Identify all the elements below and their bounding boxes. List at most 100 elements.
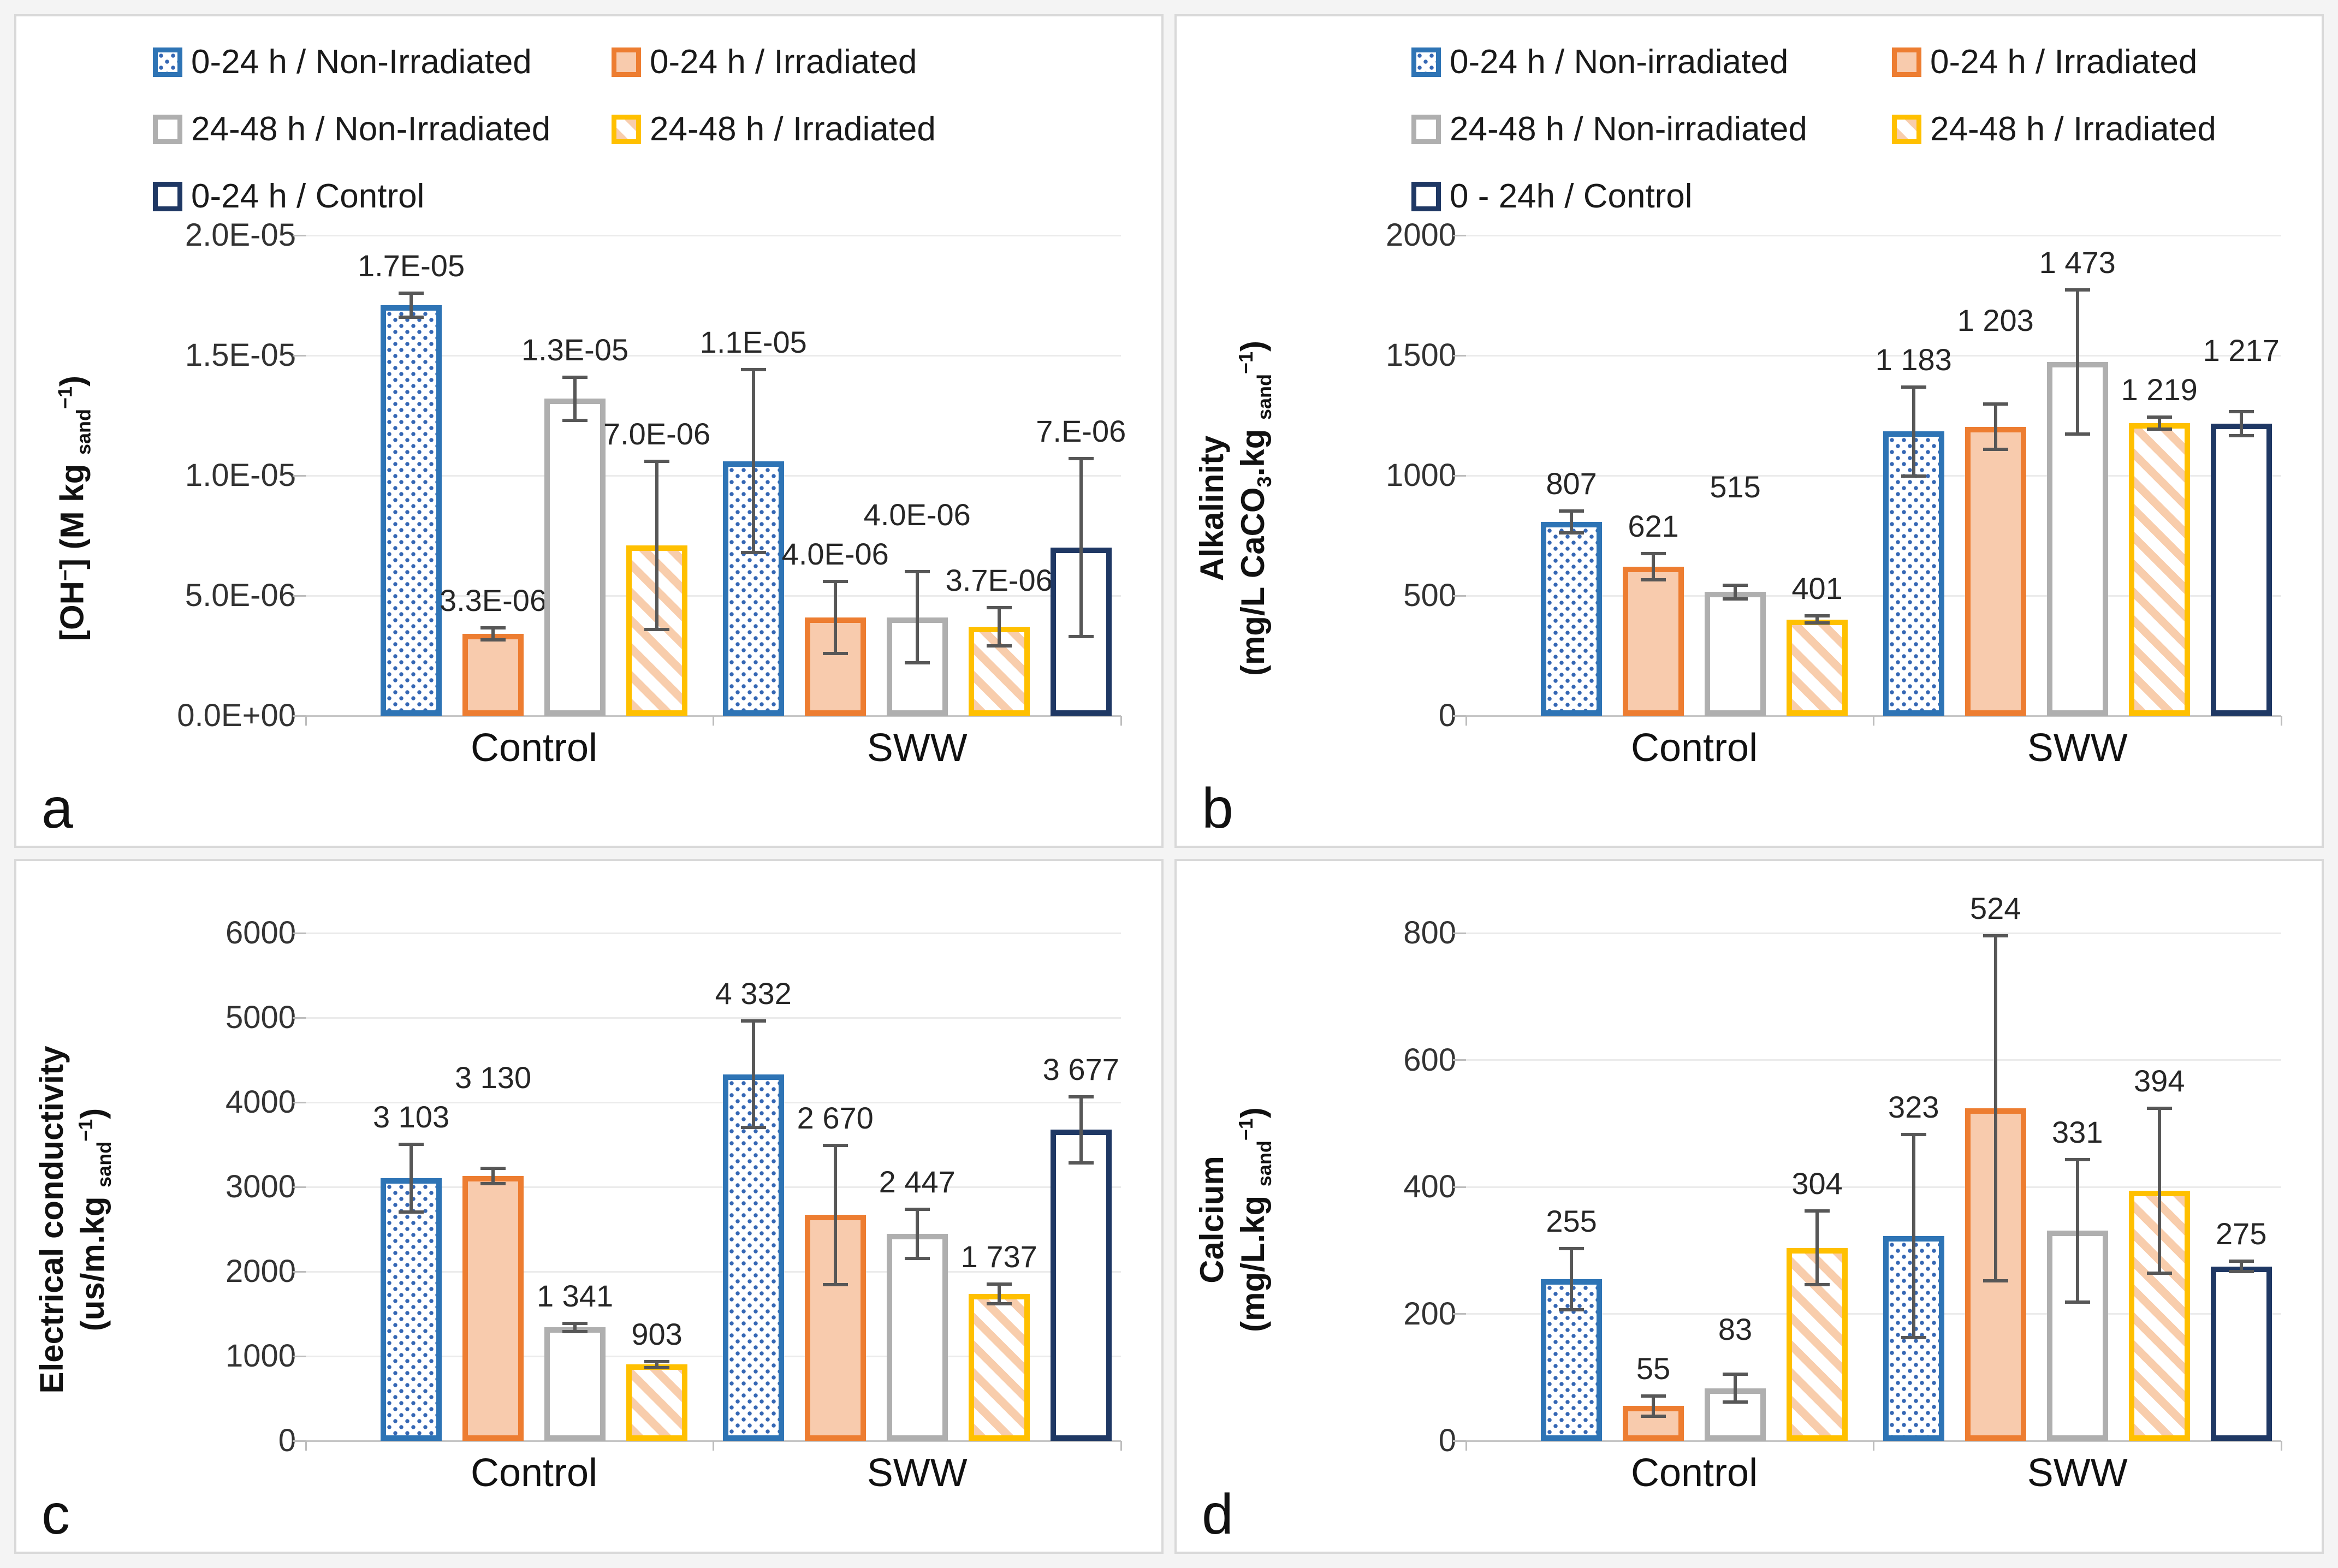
x-axis-labels: Control SWW: [306, 1441, 1121, 1506]
plot-column: 3 103 3 130 1 341 903 4 332 2 670 2 447 1 737 3 …: [293, 932, 1122, 1506]
axis-title-text: Alkalinity: [1194, 435, 1230, 581]
legend: 0-24 h / Non-irradiated 0-24 h / Irradiat…: [1411, 43, 2311, 216]
y-tick-mark: [1453, 595, 1466, 597]
axis-title-text: ] (M kg: [54, 455, 91, 570]
error-bar-line: [1079, 459, 1083, 637]
axis-title-text: −1: [1235, 351, 1257, 375]
y-tick-mark: [1453, 932, 1466, 934]
bar-value-label: 807: [1546, 466, 1597, 501]
error-bar-cap: [986, 644, 1012, 648]
y-tick-label: 600: [1403, 1042, 1456, 1078]
y-axis-title-line: Alkalinity: [1191, 341, 1232, 676]
y-axis-title-text: [OH−] (M kg sand−1): [52, 376, 96, 641]
plot-area: 807 621 515 401 1 183 1 203 1 473 1 219 1 217: [1453, 234, 2282, 726]
error-bar-line: [1652, 1395, 1655, 1416]
error-bar-cap: [2228, 409, 2254, 413]
x-category-label: Control: [1630, 726, 1758, 770]
y-tick-mark: [1453, 1440, 1466, 1442]
bar-value-label: 55: [1636, 1351, 1671, 1386]
gridline: [1466, 932, 2281, 934]
error-bar-cap: [1641, 1414, 1666, 1418]
axis-title-text: sand: [72, 409, 95, 455]
y-tick-label: 1.0E-05: [185, 458, 296, 493]
error-bar-cap: [740, 550, 766, 554]
error-bar-cap: [1068, 1161, 1094, 1165]
panel-letter-a: a: [41, 777, 73, 841]
error-bar-cap: [1068, 1095, 1094, 1098]
panel-a: 0-24 h / Non-Irradiated 0-24 h / Irradiat…: [14, 14, 1164, 848]
error-bar-cap: [1068, 634, 1094, 638]
bar-value-label: 7.E-06: [1036, 414, 1126, 449]
panel-grid: 0-24 h / Non-Irradiated 0-24 h / Irradiat…: [14, 14, 2324, 1554]
bar: [381, 1178, 442, 1441]
error-bar-line: [2157, 417, 2161, 429]
x-axis-labels: Control SWW: [1466, 716, 2281, 781]
error-bar-line: [2157, 1108, 2161, 1274]
gridline: [306, 1355, 1121, 1357]
x-category-label: SWW: [2027, 726, 2128, 770]
x-tick-mark: [2280, 716, 2282, 726]
error-bar-cap: [644, 1359, 670, 1363]
x-category-label: SWW: [867, 726, 968, 770]
error-bar-cap: [562, 1330, 588, 1334]
bar-value-label: 3 130: [454, 1060, 532, 1095]
legend-item: 24-48 h / Non-Irradiated: [153, 110, 612, 149]
error-bar-cap: [1559, 509, 1585, 513]
bar-value-label: 2 447: [879, 1165, 956, 1199]
x-tick-mark: [1873, 716, 1874, 726]
x-tick-mark: [713, 1441, 714, 1451]
error-bar-cap: [1901, 474, 1926, 478]
navy-open-legend-swatch-icon: [153, 181, 182, 211]
gridline: [306, 474, 1121, 477]
bar: [1787, 619, 1848, 716]
axis-title-text: .kg: [1235, 420, 1271, 477]
error-bar-cap: [740, 1019, 766, 1023]
y-tick-mark: [1453, 474, 1466, 477]
error-bar-cap: [2146, 415, 2172, 419]
chart-b: Alkalinity (mg/L CaCO3.kg sand−1) 0 500 1000…: [1177, 217, 2322, 781]
error-bar-cap: [1805, 614, 1830, 617]
error-bar-cap: [904, 661, 930, 665]
x-category-label: Control: [470, 1451, 598, 1495]
y-tick-label: 2000: [1385, 217, 1456, 253]
gridline: [306, 1101, 1121, 1103]
bar-value-label: 903: [631, 1316, 683, 1351]
legend-item: 24-48 h / Irradiated: [1892, 110, 2311, 149]
plot-column: 1.7E-05 3.3E-06 1.3E-05 7.0E-06 1.1E-05 4.0E-…: [293, 234, 1126, 781]
legend-item-label: 24-48 h / Non-irradiated: [1450, 110, 1807, 148]
error-bar-line: [1734, 1374, 1737, 1403]
bar-value-label: 1 203: [1957, 303, 2034, 338]
y-tick-mark: [293, 474, 306, 477]
axis-title-text: ): [1235, 340, 1271, 352]
bar-value-label: 7.0E-06: [603, 416, 711, 451]
y-tick-label: 1000: [225, 1338, 296, 1374]
chart-d: Calcium (mg/L.kg sand−1) 0 200 400 600 800 255 5…: [1177, 891, 2322, 1506]
y-tick-label: 2000: [225, 1254, 296, 1290]
bar-value-label: 1 341: [536, 1278, 614, 1313]
plot-area: 255 55 83 304 323 524 331 394 275: [1453, 891, 2282, 1451]
error-bar-line: [2239, 411, 2243, 436]
bar-value-label: 4.0E-06: [781, 536, 889, 571]
y-tick-label: 4000: [225, 1084, 296, 1120]
error-bar-cap: [1559, 1247, 1585, 1251]
error-bar-line: [1993, 935, 1997, 1281]
error-bar-cap: [986, 1302, 1012, 1305]
y-tick-label: 5000: [225, 1000, 296, 1036]
bar-value-label: 3 677: [1042, 1052, 1119, 1086]
axis-title-text: sand: [93, 1142, 115, 1188]
axis-title-text: −1: [54, 386, 76, 409]
error-bar-line: [410, 293, 413, 317]
x-axis-labels: Control SWW: [1466, 1441, 2281, 1506]
legend-item: 24-48 h / Irradiated: [612, 110, 1150, 149]
blue-dot-legend-swatch-icon: [153, 47, 182, 77]
y-tick-mark: [1453, 1186, 1466, 1188]
error-bar-cap: [1983, 402, 2008, 406]
error-bar-cap: [1901, 1335, 1926, 1339]
bar-value-label: 304: [1791, 1166, 1843, 1201]
y-tick-mark: [1453, 715, 1466, 717]
error-bar-cap: [480, 638, 506, 642]
error-bar-cap: [562, 418, 588, 422]
bar-value-label: 4.0E-06: [863, 497, 971, 532]
error-bar-line: [1993, 403, 1997, 450]
bar: [1050, 1130, 1112, 1441]
